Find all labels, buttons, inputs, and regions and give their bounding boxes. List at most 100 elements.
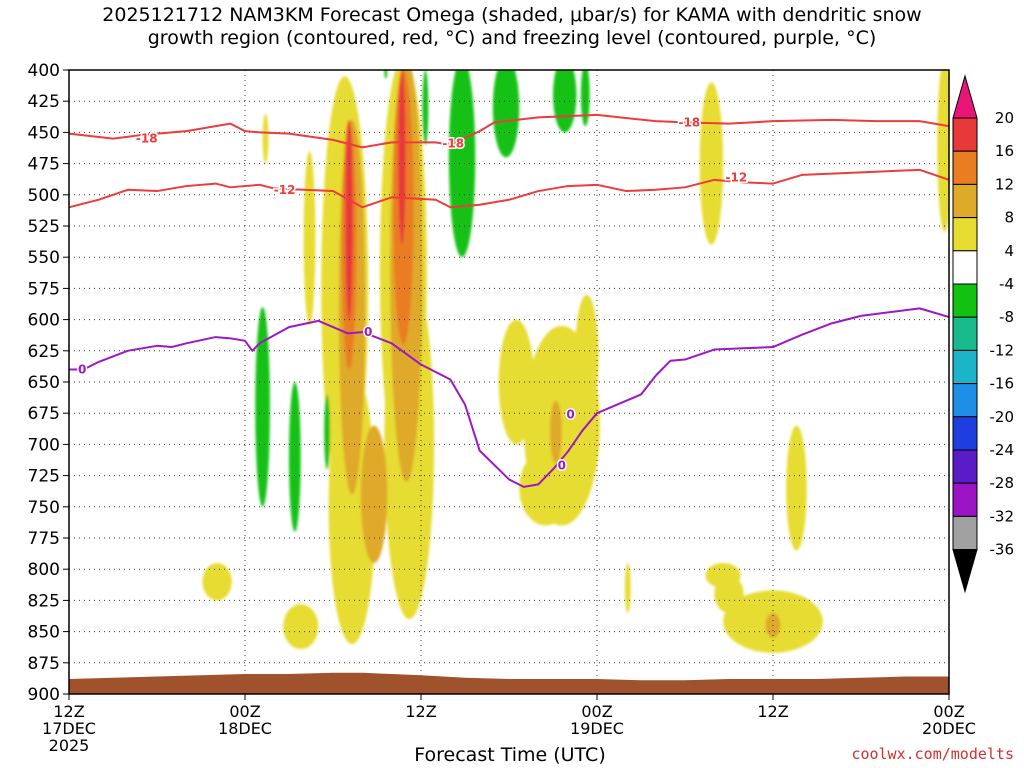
- omega-region-22: [448, 70, 476, 258]
- omega-region-23: [492, 70, 520, 158]
- omega-region-31: [360, 425, 388, 563]
- chart-title: 2025121712 NAM3KM Forecast Omega (shaded…: [0, 4, 1024, 50]
- colorbar-band--28: [952, 449, 978, 484]
- omega-region-16: [303, 151, 316, 326]
- colorbar-band-4: [952, 217, 978, 252]
- colorbar-band-8: [952, 183, 978, 219]
- contour-label-minus12-1: -12: [725, 170, 747, 184]
- axes: 400 425 450 475 500 525 550 575 600 625 650 675 700 7…: [28, 61, 976, 755]
- omega-region-6: [202, 562, 232, 601]
- y-tick-label-600: 600: [28, 311, 60, 331]
- contour-label-freezing-0: 0: [78, 363, 86, 377]
- y-tick-label-800: 800: [28, 560, 60, 580]
- y-tick-label-775: 775: [28, 529, 60, 549]
- x-tick-label-0-3: 2025: [49, 736, 90, 755]
- y-tick-label-675: 675: [28, 404, 60, 424]
- contour-minus12: [69, 168, 949, 209]
- x-tick-label-12-1: 00Z: [229, 702, 260, 721]
- colorbar-label-1: 16: [995, 142, 1014, 160]
- omega-region-20: [289, 382, 301, 532]
- omega-region-5: [519, 450, 573, 526]
- colorbar-bottom-arrow: [952, 549, 978, 594]
- y-tick-label-475: 475: [28, 155, 60, 175]
- omega-shading: [202, 70, 949, 653]
- colorbar-label-3: 8: [1004, 209, 1014, 227]
- colorbar-top-arrow: [952, 74, 978, 119]
- colorbar-band-16: [952, 117, 978, 152]
- colorbar-label-2: 12: [995, 175, 1014, 193]
- contour-label-freezing-3: 0: [558, 459, 566, 473]
- colorbar-band--24: [952, 416, 978, 451]
- x-tick-label-24-1: 12Z: [405, 702, 436, 721]
- colorbar-band-12: [952, 150, 978, 185]
- contour-minus18: [69, 113, 949, 149]
- terrain: [69, 672, 949, 694]
- omega-region-4: [575, 294, 599, 420]
- x-tick-label-0-1: 12Z: [53, 702, 84, 721]
- contour-freezing: [69, 307, 949, 488]
- gridlines: [69, 70, 949, 694]
- x-tick-label-12-2: 18DEC: [218, 719, 272, 738]
- x-tick-label-0-2: 17DEC: [42, 719, 96, 738]
- y-tick-label-700: 700: [28, 435, 60, 455]
- chart-title-line-1: 2025121712 NAM3KM Forecast Omega (shaded…: [102, 4, 922, 26]
- colorbar-band--32: [952, 482, 978, 517]
- y-tick-label-550: 550: [28, 248, 60, 268]
- y-tick-label-850: 850: [28, 623, 60, 643]
- y-tick-label-575: 575: [28, 279, 60, 299]
- terrain-area: [69, 672, 949, 694]
- contour-label-minus18-2: -18: [679, 115, 701, 129]
- colorbar-label-4: 4: [1004, 242, 1014, 260]
- x-tick-label-36-1: 00Z: [581, 702, 612, 721]
- contour-label-freezing-1: 0: [364, 325, 372, 339]
- omega-region-7: [283, 604, 319, 650]
- x-tick-label-60-1: 00Z: [933, 702, 964, 721]
- x-axis-title: Forecast Time (UTC): [414, 744, 606, 766]
- colorbar-band--12: [952, 316, 978, 351]
- colorbar-band--16: [952, 349, 978, 385]
- omega-region-21: [324, 394, 331, 470]
- colorbar-band--8: [952, 283, 978, 318]
- y-tick-label-825: 825: [28, 591, 60, 611]
- colorbar-label-10: -24: [990, 441, 1015, 459]
- y-tick-label-725: 725: [28, 467, 60, 487]
- omega-region-36: [345, 119, 353, 320]
- x-tick-label-60-2: 20DEC: [922, 719, 976, 738]
- y-tick-label-425: 425: [28, 92, 60, 112]
- y-tick-label-750: 750: [28, 498, 60, 518]
- omega-region-24: [553, 70, 577, 133]
- temperature-contours: -18 -18 -18 -12 -12 0 0 0 0: [69, 113, 949, 488]
- omega-region-37: [398, 70, 406, 245]
- colorbar-label-0: 20: [995, 109, 1014, 127]
- colorbar-label-11: -28: [990, 474, 1015, 492]
- y-tick-label-875: 875: [28, 654, 60, 674]
- chart-title-line-2: growth region (contoured, red, °C) and f…: [147, 27, 877, 49]
- omega-region-13: [937, 70, 949, 233]
- contour-label-minus18-1: -18: [442, 137, 464, 151]
- colorbar-label-5: -4: [999, 275, 1014, 293]
- colorbar: 20 16 12 8 4 -4 -8 -12 -16 -20 -24 -28 -32 -36: [952, 74, 1015, 594]
- omega-region-28: [384, 70, 388, 79]
- contour-label-freezing-2: 0: [566, 407, 574, 421]
- omega-region-15: [262, 113, 269, 164]
- credit-text[interactable]: coolwx.com/modelts: [851, 745, 1014, 763]
- colorbar-band--20: [952, 383, 978, 418]
- omega-region-26: [422, 70, 429, 145]
- omega-region-25: [580, 70, 590, 127]
- contour-label-minus18-0: -18: [136, 132, 158, 146]
- colorbar-band--4: [952, 250, 978, 285]
- y-tick-label-625: 625: [28, 342, 60, 362]
- y-tick-label-650: 650: [28, 373, 60, 393]
- y-tick-label-500: 500: [28, 186, 60, 206]
- y-tick-label-900: 900: [28, 685, 60, 705]
- colorbar-label-13: -36: [990, 541, 1015, 559]
- colorbar-band--36: [952, 515, 978, 551]
- x-tick-label-36-2: 19DEC: [570, 719, 624, 738]
- contour-label-minus12-0: -12: [274, 183, 296, 197]
- colorbar-label-8: -16: [990, 375, 1015, 393]
- x-tick-label-48-1: 12Z: [757, 702, 788, 721]
- omega-region-14: [624, 562, 631, 613]
- colorbar-label-7: -12: [990, 341, 1015, 359]
- y-tick-label-400: 400: [28, 61, 60, 81]
